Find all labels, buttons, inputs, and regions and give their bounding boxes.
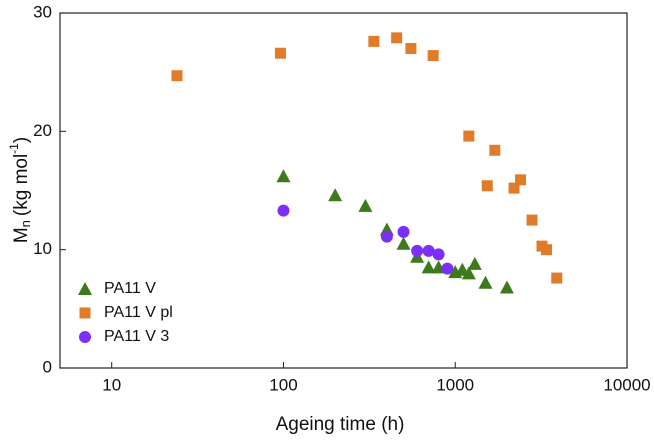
marker: [526, 214, 538, 226]
x-tick-label: 100: [269, 375, 297, 394]
y-title-sub: n: [18, 220, 33, 227]
legend-label: PA11 V: [104, 280, 156, 297]
x-tick-label: 1000: [436, 375, 474, 394]
marker: [328, 188, 343, 202]
marker: [171, 70, 183, 82]
y-title-symbol: M: [11, 227, 32, 243]
marker: [441, 262, 454, 275]
plot-frame: [59, 12, 628, 369]
marker: [78, 282, 92, 295]
marker: [276, 169, 291, 183]
x-tick-label: 10: [102, 375, 121, 394]
y-axis-title: Mn (kg mol-1): [7, 137, 33, 243]
marker: [461, 266, 476, 280]
marker: [467, 256, 482, 270]
marker: [508, 182, 520, 194]
marker: [422, 244, 435, 257]
marker: [432, 248, 445, 261]
y-tick-label: 30: [33, 2, 52, 21]
y-tick-label: 10: [33, 239, 52, 258]
marker: [391, 32, 403, 44]
marker: [396, 236, 411, 250]
y-tick-label: 20: [33, 121, 52, 140]
marker: [358, 198, 373, 212]
y-title-sup: -1: [7, 143, 21, 154]
marker: [551, 272, 563, 284]
marker: [515, 174, 527, 186]
marker: [463, 130, 475, 142]
legend-label: PA11 V pl: [104, 304, 173, 321]
marker: [478, 275, 493, 289]
marker: [380, 230, 393, 243]
marker: [405, 43, 417, 54]
marker: [421, 260, 436, 274]
marker: [489, 144, 501, 156]
y-tick-label: 0: [43, 357, 52, 376]
y-title-close: ): [11, 137, 32, 143]
marker: [541, 244, 553, 256]
x-tick-label: 10000: [603, 375, 650, 394]
marker: [427, 50, 439, 62]
x-axis-title: Ageing time (h): [276, 414, 405, 435]
marker: [277, 204, 290, 217]
marker: [397, 225, 410, 238]
marker: [274, 47, 286, 59]
marker: [79, 307, 91, 319]
marker: [79, 331, 91, 343]
marker: [368, 35, 380, 47]
marker: [499, 280, 514, 294]
marker: [481, 180, 493, 192]
marker: [411, 244, 424, 257]
legend-label: PA11 V 3: [104, 328, 169, 345]
y-title-unit: (kg mol: [11, 154, 32, 216]
